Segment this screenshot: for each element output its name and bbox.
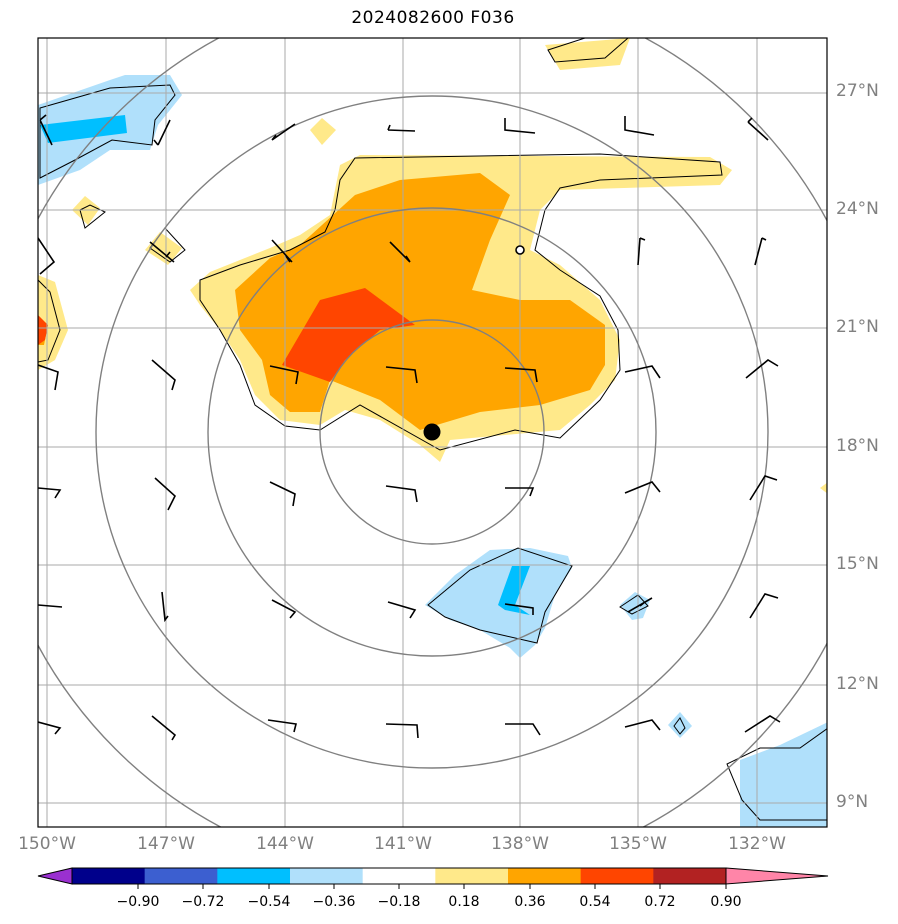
colorbar-label: 0.18	[448, 894, 480, 910]
lat-label-24n: 24°N	[836, 199, 879, 219]
lon-label-144w: 144°W	[256, 834, 314, 854]
colorbar-label: 0.54	[579, 894, 611, 910]
colorbar-label: −0.36	[312, 894, 356, 910]
colorbar-swatch	[508, 868, 582, 884]
storm-center-marker	[423, 423, 441, 441]
colorbar-swatch	[580, 868, 654, 884]
lon-label-150w: 150°W	[18, 834, 76, 854]
colorbar-label: −0.90	[116, 894, 160, 910]
colorbar-label: −0.18	[377, 894, 421, 910]
lon-label-147w: 147°W	[137, 834, 195, 854]
shaded-field-red	[38, 288, 415, 382]
colorbar-swatch	[435, 868, 509, 884]
map-title: 2024082600 F036	[351, 8, 515, 28]
lat-label-15n: 15°N	[836, 554, 879, 574]
map-plot-area	[38, 38, 827, 827]
colorbar-swatch	[144, 868, 218, 884]
range-rings	[38, 38, 827, 827]
colorbar-label: 0.90	[710, 894, 742, 910]
colorbar-label: 0.72	[644, 894, 676, 910]
shaded-field-cyan	[40, 115, 530, 615]
wind-barbs	[38, 114, 781, 741]
graticule	[38, 38, 827, 827]
colorbar-label: −0.54	[247, 894, 291, 910]
field-contour-lines	[38, 38, 827, 821]
colorbar-extend-high	[726, 868, 828, 884]
lon-label-141w: 141°W	[374, 834, 432, 854]
colorbar-extend-low	[38, 868, 72, 884]
lon-label-135w: 135°W	[609, 834, 667, 854]
lon-label-132w: 132°W	[728, 834, 786, 854]
lat-label-9n: 9°N	[836, 792, 869, 812]
lat-label-21n: 21°N	[836, 317, 879, 337]
lat-label-27n: 27°N	[836, 81, 879, 101]
colorbar-swatch	[217, 868, 291, 884]
colorbar	[37, 867, 829, 889]
colorbar-label: 0.36	[514, 894, 546, 910]
lon-label-138w: 138°W	[491, 834, 549, 854]
plot-frame	[37, 37, 828, 828]
colorbar-swatch	[362, 868, 436, 884]
lat-label-18n: 18°N	[836, 436, 879, 456]
colorbar-swatch	[653, 868, 727, 884]
reference-point-marker	[515, 245, 525, 255]
lat-label-12n: 12°N	[836, 674, 879, 694]
colorbar-swatch	[290, 868, 364, 884]
colorbar-label: −0.72	[181, 894, 225, 910]
colorbar-swatch	[72, 868, 146, 884]
